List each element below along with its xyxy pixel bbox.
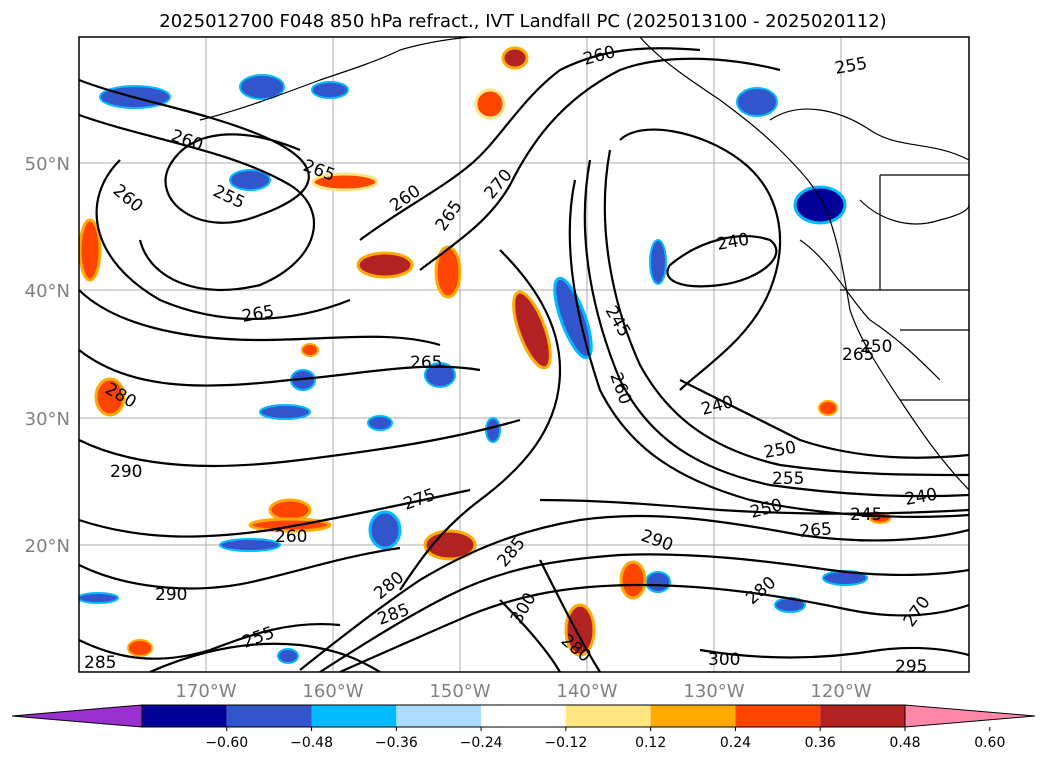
colorbar-tick-label: −0.48	[290, 735, 333, 751]
map-title: 2025012700 F048 850 hPa refract., IVT La…	[159, 11, 886, 32]
colorbar-tick-label: 0.60	[974, 735, 1005, 751]
latitude-labels: 50°N 40°N 30°N 20°N	[25, 154, 70, 557]
shade-blob	[485, 417, 501, 443]
contour-label: 260	[275, 527, 307, 547]
contour-label: 290	[110, 462, 142, 482]
shade-blob	[818, 400, 838, 416]
colorbar-segment	[396, 705, 482, 727]
shade-blob	[79, 592, 119, 604]
shade-blob	[219, 538, 281, 552]
lon-label-160w: 160°W	[302, 681, 363, 702]
colorbar-extend-low	[11, 704, 143, 728]
colorbar-segment	[565, 705, 651, 727]
map-panel: 260 255 265 260 255 260 265 270 240 245 …	[78, 36, 970, 677]
lat-label-20n: 20°N	[25, 536, 70, 557]
colorbar-tick-label: 0.48	[889, 735, 920, 751]
colorbar-segment	[650, 705, 736, 727]
colorbar: −0.60 −0.48 −0.36 −0.24 −0.12 0.12 0.24 0.36 0.4…	[11, 704, 1036, 751]
shade-blob	[564, 603, 596, 657]
shade-blob	[367, 415, 393, 431]
lon-label-120w: 120°W	[810, 681, 871, 702]
colorbar-tick-label: −0.60	[205, 735, 248, 751]
colorbar-segment	[311, 705, 397, 727]
colorbar-outline	[141, 704, 906, 728]
contour-label: 255	[772, 469, 804, 489]
colorbar-segment	[735, 705, 821, 727]
colorbar-segment	[820, 705, 905, 727]
lon-label-150w: 150°W	[429, 681, 490, 702]
shade-blob	[259, 404, 311, 420]
contour-label: 290	[155, 585, 187, 605]
shade-blob	[424, 362, 456, 388]
shade-blob	[79, 218, 102, 282]
shade-blob	[311, 81, 349, 99]
shade-blob	[553, 276, 593, 360]
shade-blob	[94, 377, 126, 417]
shade-blob	[501, 46, 529, 70]
shade-blob	[229, 169, 271, 191]
contour-label: 285	[84, 653, 116, 673]
shade-blob	[736, 87, 778, 117]
lat-label-40n: 40°N	[25, 281, 70, 302]
shade-blob	[619, 560, 647, 600]
shade-blob	[793, 185, 847, 225]
contour-label: 300	[708, 650, 740, 670]
shade-blob	[434, 245, 462, 299]
contour-label: 265	[799, 519, 833, 542]
contour-label: 295	[895, 657, 927, 677]
contour-label: 265	[842, 345, 874, 365]
shade-blob	[277, 648, 299, 664]
colorbar-segment	[226, 705, 312, 727]
shade-blob	[356, 251, 414, 279]
colorbar-tick-label: 0.36	[805, 735, 836, 751]
shade-blob	[127, 639, 153, 657]
shade-blob	[268, 498, 312, 522]
lon-label-170w: 170°W	[175, 681, 236, 702]
colorbar-tick-label: 0.12	[635, 735, 666, 751]
lon-label-140w: 140°W	[556, 681, 617, 702]
contour-label: 265	[410, 353, 442, 373]
shade-blob	[512, 290, 552, 370]
shade-blob	[311, 172, 379, 192]
colorbar-segment	[481, 705, 566, 727]
colorbar-tick-label: −0.36	[375, 735, 418, 751]
shade-blob	[474, 88, 506, 120]
shade-blob	[368, 510, 402, 550]
colorbar-tick-label: −0.24	[460, 735, 503, 751]
colorbar-tick-label: 0.24	[720, 735, 751, 751]
shade-blob	[645, 571, 671, 593]
isolines	[79, 47, 969, 672]
colorbar-extend-high	[904, 704, 1036, 728]
lon-label-130w: 130°W	[683, 681, 744, 702]
shade-blob	[239, 74, 285, 100]
coastlines	[199, 37, 969, 491]
longitude-labels: 170°W 160°W 150°W 140°W 130°W 120°W	[175, 681, 871, 702]
colorbar-segment	[142, 705, 227, 727]
contour-label: 250	[860, 337, 892, 357]
contour-label: 245	[850, 505, 882, 525]
shade-blob	[301, 343, 319, 357]
colorbar-tick-label: −0.12	[544, 735, 587, 751]
shade-blob	[649, 239, 667, 285]
lat-label-30n: 30°N	[25, 409, 70, 430]
lat-label-50n: 50°N	[25, 154, 70, 175]
